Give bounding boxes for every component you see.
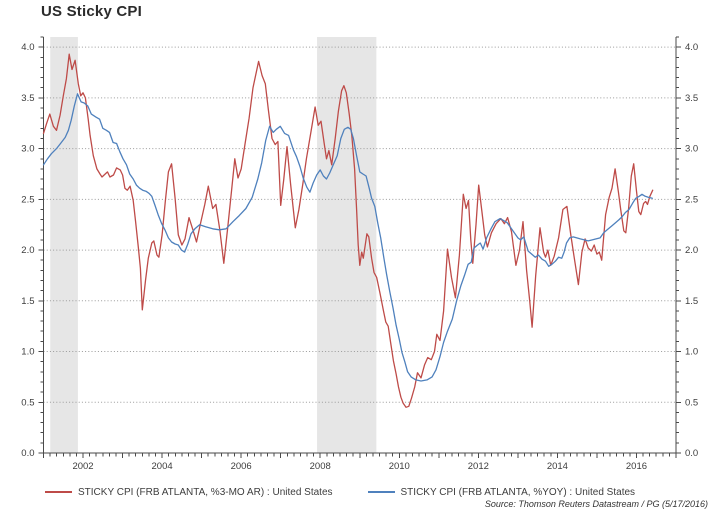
y-axis-label-left: 3.5	[21, 93, 34, 104]
recession-band	[50, 37, 78, 453]
x-axis-label: 2002	[72, 461, 93, 472]
recession-band	[317, 37, 377, 453]
y-axis-label-left: 0.0	[21, 448, 34, 459]
legend-red-line-icon	[45, 491, 72, 493]
y-axis-label-right: 3.5	[685, 93, 698, 104]
legend-blue-line-icon	[367, 491, 395, 493]
legend-item-yoy: STICKY CPI (FRB ATLANTA, %YOY) : United …	[367, 486, 636, 498]
x-axis-label: 2004	[152, 461, 173, 472]
page-title: US Sticky CPI	[41, 3, 142, 20]
legend-item-3mo-ar: STICKY CPI (FRB ATLANTA, %3-MO AR) : Uni…	[45, 487, 333, 498]
x-axis-label: 2010	[389, 461, 410, 472]
legend-label-yoy: STICKY CPI (FRB ATLANTA, %YOY) : United …	[400, 486, 636, 498]
y-axis-label-right: 2.0	[685, 245, 698, 256]
y-axis-label-right: 1.0	[685, 347, 698, 358]
y-axis-label-right: 0.0	[685, 448, 698, 459]
source-note: Source: Thomson Reuters Datastream / PG …	[484, 499, 708, 509]
x-axis-label: 2016	[626, 461, 647, 472]
x-axis-label: 2014	[547, 461, 568, 472]
y-axis-label-left: 2.5	[21, 194, 34, 205]
y-axis-label-right: 3.0	[685, 144, 698, 155]
y-axis-label-right: 4.0	[685, 42, 698, 53]
series-line-yoy	[42, 93, 653, 382]
series-line-3mo-ar	[42, 53, 654, 408]
y-axis-label-left: 3.0	[21, 144, 34, 155]
y-axis-label-left: 0.5	[21, 397, 34, 408]
y-axis-label-right: 2.5	[685, 194, 698, 205]
legend: STICKY CPI (FRB ATLANTA, %3-MO AR) : Uni…	[0, 484, 718, 500]
y-axis-label-left: 4.0	[21, 42, 34, 53]
y-axis-label-right: 1.5	[685, 296, 698, 307]
y-axis-label-right: 0.5	[685, 397, 698, 408]
x-axis-label: 2012	[468, 461, 489, 472]
x-axis-label: 2008	[310, 461, 331, 472]
sticky-cpi-chart: 0.0 0.0 0.5 0.5 1.0 1.0 1.5 1.5 2.0 2.0 2.5 2.5 3.0 3…	[21, 36, 698, 472]
y-axis-label-left: 2.0	[21, 245, 34, 256]
y-axis-label-left: 1.5	[21, 296, 34, 307]
y-axis-label-left: 1.0	[21, 347, 34, 358]
x-axis-label: 2006	[231, 461, 252, 472]
legend-label-3mo-ar: STICKY CPI (FRB ATLANTA, %3-MO AR) : Uni…	[78, 486, 333, 498]
